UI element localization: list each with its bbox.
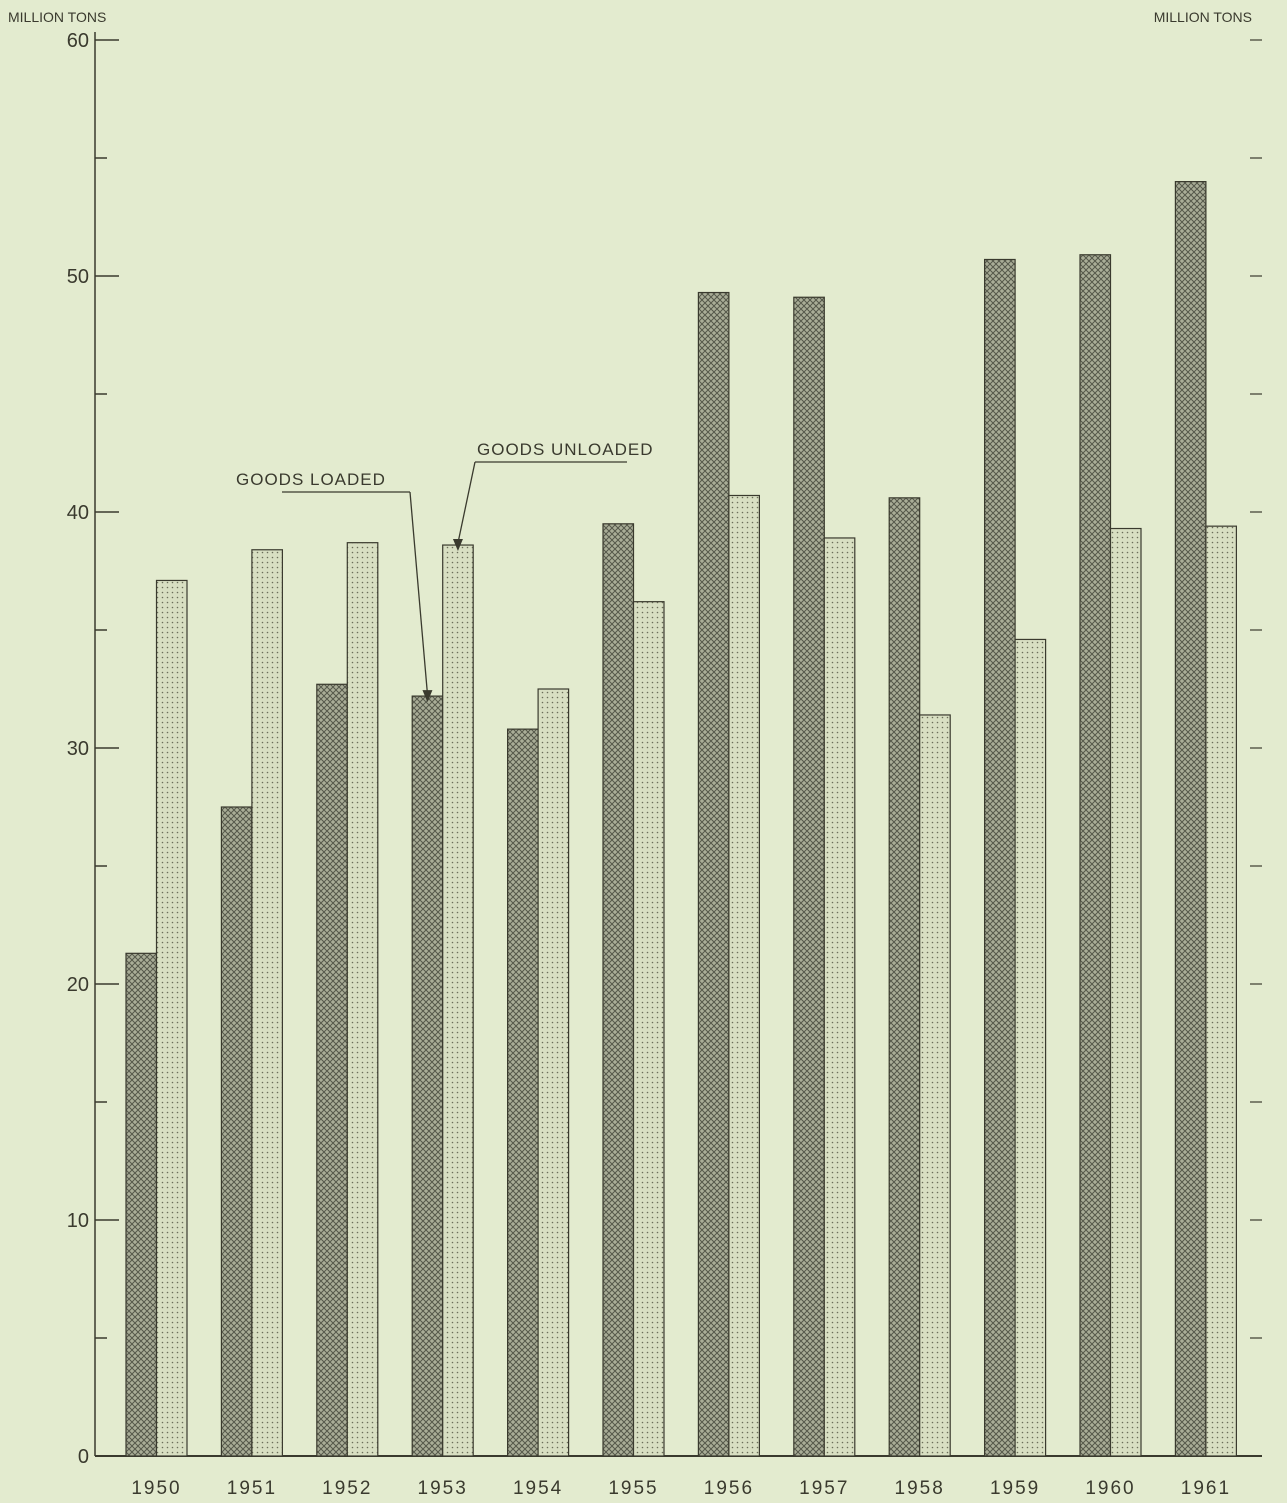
annotation-label: GOODS UNLOADED: [477, 440, 653, 459]
annotation-arrowhead: [422, 690, 433, 703]
y-axis-label-right: MILLION TONS: [1154, 9, 1252, 25]
annotation-arrowhead: [452, 539, 463, 552]
bar-goods-loaded-1955: [602, 523, 635, 1457]
y-axis-label-left: MILLION TONS: [8, 9, 106, 25]
x-tick-label: 1955: [608, 1478, 658, 1499]
y-tick-label: 60: [67, 30, 89, 52]
bar-goods-unloaded-1952: [346, 542, 379, 1457]
x-tick-label: 1957: [799, 1478, 849, 1499]
bar-goods-loaded-1953: [411, 695, 444, 1457]
bar-goods-unloaded-1957: [823, 537, 856, 1457]
bar-goods-unloaded-1960: [1109, 527, 1142, 1457]
bar-goods-unloaded-1954: [537, 688, 570, 1457]
bar-goods-loaded-1951: [220, 806, 253, 1457]
x-tick-label: 1961: [1181, 1478, 1231, 1499]
bar-goods-loaded-1950: [125, 952, 158, 1457]
bar-goods-loaded-1954: [507, 728, 539, 1457]
annotation-label: GOODS LOADED: [236, 470, 386, 489]
x-tick-label: 1952: [322, 1478, 372, 1499]
annotation-leader: [457, 461, 476, 544]
bar-goods-unloaded-1953: [442, 544, 474, 1457]
bar-goods-unloaded-1951: [251, 549, 283, 1457]
bar-goods-unloaded-1961: [1205, 525, 1238, 1457]
y-tick-label: 20: [67, 974, 89, 996]
x-tick-label: 1959: [990, 1478, 1040, 1499]
y-tick-label: 50: [67, 266, 89, 288]
bar-goods-unloaded-1955: [632, 601, 665, 1457]
bar-goods-loaded-1956: [697, 291, 730, 1457]
bar-goods-loaded-1961: [1174, 181, 1207, 1457]
x-tick-label: 1950: [131, 1478, 181, 1499]
bar-goods-unloaded-1959: [1014, 638, 1047, 1457]
y-tick-label: 10: [67, 1210, 89, 1232]
x-tick-label: 1956: [704, 1478, 754, 1499]
y-tick-label: 0: [78, 1446, 89, 1468]
x-tick-label: 1960: [1085, 1478, 1135, 1499]
y-tick-label: 40: [67, 502, 89, 524]
bar-goods-unloaded-1956: [728, 494, 761, 1457]
bar-goods-unloaded-1958: [919, 714, 951, 1457]
bar-goods-loaded-1957: [793, 296, 825, 1457]
bar-goods-loaded-1960: [1079, 254, 1112, 1457]
bar-goods-loaded-1952: [316, 683, 348, 1457]
x-tick-label: 1951: [227, 1478, 277, 1499]
x-tick-label: 1958: [895, 1478, 945, 1499]
x-tick-label: 1954: [513, 1478, 563, 1499]
x-tick-label: 1953: [418, 1478, 468, 1499]
plot-area: 0 10 20 30 40 50 60 1950 1951 1952 1953 1954 1955 195…: [67, 30, 1262, 1499]
bar-goods-loaded-1958: [888, 497, 921, 1457]
y-tick-label: 30: [67, 738, 89, 760]
bar-goods-unloaded-1950: [155, 579, 188, 1457]
annotation-leader: [409, 491, 429, 695]
bar-goods-loaded-1959: [983, 258, 1016, 1457]
